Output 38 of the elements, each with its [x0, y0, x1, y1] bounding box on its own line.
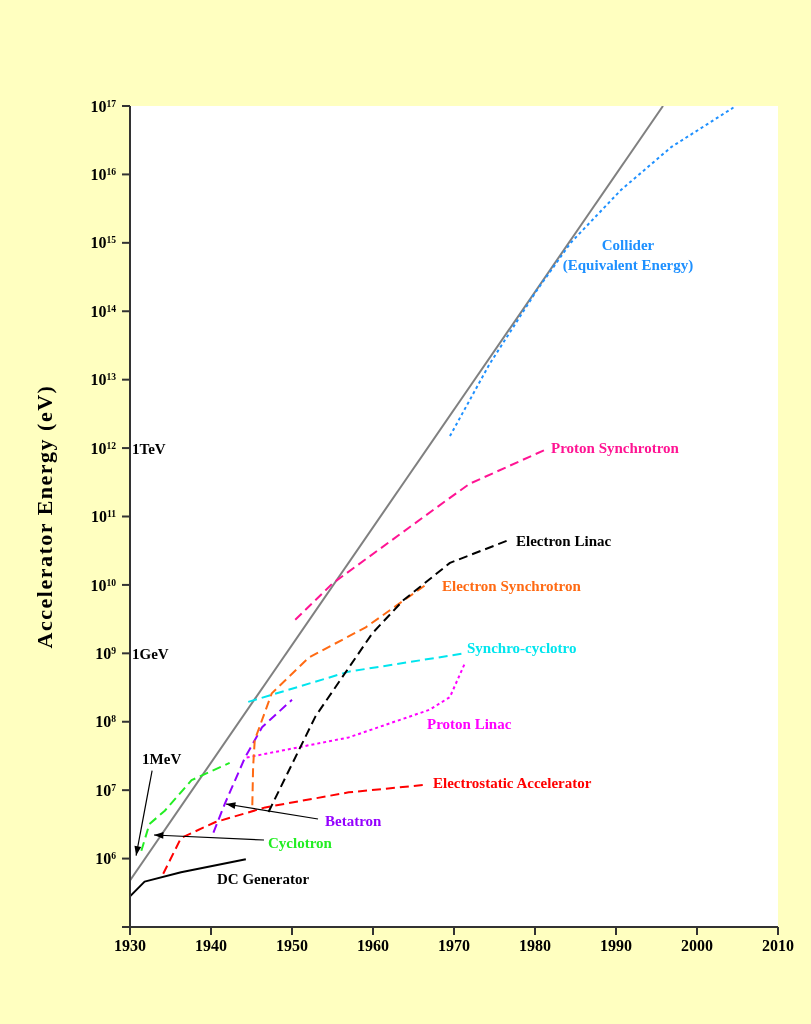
y-tick-label: 10$^{9}$: [95, 644, 117, 662]
y-tick-label: 10$^{14}$: [90, 302, 117, 320]
x-tick-label: 1970: [438, 937, 470, 954]
series-label: DC Generator: [217, 871, 310, 887]
x-tick-label: 2000: [681, 937, 713, 954]
line-series: [212, 698, 293, 834]
x-tick-label: 1950: [276, 937, 308, 954]
series-label: Proton Synchrotron: [551, 440, 680, 456]
text: Betatron: [325, 813, 383, 829]
y-axis-title: Accelerator Energy (eV): [32, 384, 57, 649]
y-tick-label: 10$^{8}$: [95, 712, 117, 731]
y-tick-label: 10$^{7}$: [95, 781, 117, 799]
y-tick-label: 10$^{10}$: [90, 576, 117, 594]
annotation: 1GeV: [132, 646, 169, 663]
series-label: Collider (Equivalent Energy): [562, 237, 694, 274]
x-tick-label: 1940: [195, 937, 227, 954]
series-label: Proton Linac: [427, 716, 512, 732]
text: Cyclotron: [268, 835, 333, 851]
y-tick-label: 10$^{17}$: [90, 97, 117, 115]
y-tick-label: 10$^{6}$: [95, 849, 117, 868]
line-series: [448, 106, 735, 438]
y-tick-label: 10$^{16}$: [90, 165, 117, 184]
annotation: 1MeV: [142, 750, 182, 767]
x-tick-label: 1980: [519, 937, 551, 954]
y-tick-label: 10$^{12}$: [90, 439, 117, 457]
series-label: Electrostatic Accelerator: [433, 775, 592, 791]
series-label: Electron Linac: [516, 533, 612, 549]
y-tick-label: 10$^{15}$: [90, 233, 117, 252]
series-label: Synchro-cyclotro: [467, 640, 577, 656]
series-label: Electron Synchrotron: [442, 578, 582, 594]
x-tick-label: 1930: [114, 937, 146, 954]
y-tick-label: 10$^{11}$: [90, 507, 117, 526]
x-tick-label: 1960: [357, 937, 389, 954]
x-tick-label: 1990: [600, 937, 632, 954]
y-tick-label: 10$^{13}$: [90, 370, 117, 389]
line-series: [251, 584, 426, 807]
x-tick-label: 2010: [762, 937, 794, 954]
annotation: 1TeV: [132, 441, 166, 458]
